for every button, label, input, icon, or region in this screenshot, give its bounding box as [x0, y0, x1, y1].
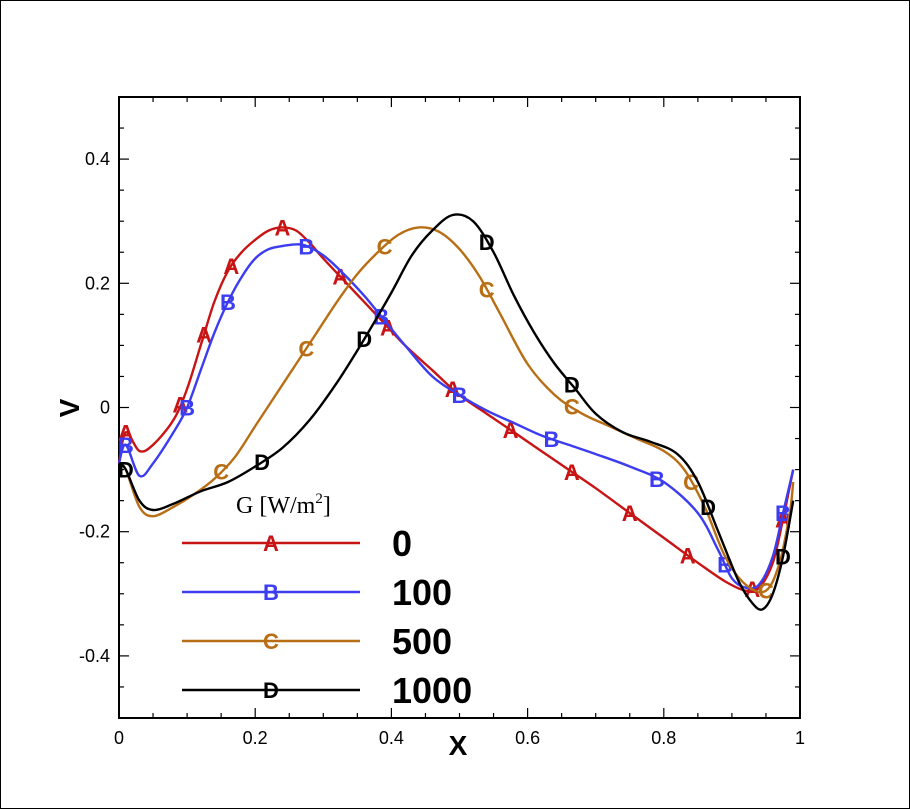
- series-marker: A: [445, 377, 461, 402]
- series-marker: A: [564, 460, 580, 485]
- series-marker: C: [479, 278, 495, 303]
- series-marker: D: [479, 230, 495, 255]
- series-line: [117, 243, 795, 590]
- legend-label: 1000: [392, 670, 472, 711]
- y-axis-title: V: [54, 398, 85, 417]
- series-marker: C: [683, 470, 699, 495]
- legend-marker: C: [263, 629, 279, 654]
- legend-entry-500: C 500: [182, 621, 452, 662]
- y-tick-label: -0.4: [79, 646, 110, 666]
- legend-entry-100: B 100: [182, 572, 452, 613]
- series-marker: D: [700, 495, 716, 520]
- x-tick-label: 0.2: [243, 728, 268, 748]
- series-marker: D: [564, 373, 580, 398]
- series-line: [118, 213, 795, 611]
- series-marker: D: [254, 450, 270, 475]
- series-marker: A: [118, 420, 134, 445]
- series-marker: C: [564, 395, 580, 420]
- legend-label: 0: [392, 523, 412, 564]
- series-marker: D: [775, 545, 791, 570]
- y-tick-label: 0.4: [85, 149, 110, 169]
- series-marker: A: [680, 543, 696, 568]
- series-marker: C: [758, 579, 774, 604]
- axes-layer: 0 0.2 0.4 0.6 0.8 1 -0.4 -0.2 0 0.2 0.4: [79, 96, 805, 748]
- legend-marker: A: [263, 531, 279, 556]
- series-marker: B: [775, 501, 791, 526]
- x-tick-label: 1: [795, 728, 805, 748]
- series-marker: B: [649, 467, 665, 492]
- series-marker: A: [622, 501, 638, 526]
- legend-label: 500: [392, 621, 452, 662]
- legend-marker: D: [263, 678, 279, 703]
- series-marker: B: [179, 396, 195, 421]
- series-marker: B: [220, 290, 236, 315]
- x-tick-label: 0: [114, 728, 124, 748]
- series-marker: A: [274, 215, 290, 240]
- series-marker: A: [196, 323, 212, 348]
- series-marker: C: [377, 234, 393, 259]
- series-1000: D D D D D D D: [118, 213, 795, 611]
- y-tick-label: 0.2: [85, 273, 110, 293]
- series-marker: B: [452, 383, 468, 408]
- x-tick-label: 0.6: [515, 728, 540, 748]
- series-line: [118, 226, 795, 594]
- series-marker: B: [373, 304, 389, 329]
- series-marker: D: [118, 458, 134, 483]
- series-marker: C: [213, 460, 229, 485]
- x-axis-title: X: [449, 730, 468, 761]
- x-tick-label: 0.4: [379, 728, 404, 748]
- series-marker: C: [298, 337, 314, 362]
- series-marker: B: [118, 433, 134, 458]
- series-line: [117, 226, 795, 593]
- legend-title: G [W/m2]: [236, 491, 331, 519]
- legend-marker: B: [263, 580, 279, 605]
- legend-label: 100: [392, 572, 452, 613]
- series-marker: A: [332, 265, 348, 290]
- series-marker: B: [543, 427, 559, 452]
- series-marker: D: [356, 327, 372, 352]
- y-tick-label: 0: [100, 398, 110, 418]
- x-tick-label: 0.8: [651, 728, 676, 748]
- legend-entry-1000: D 1000: [182, 670, 472, 711]
- series-marker: A: [223, 254, 239, 279]
- series-marker: B: [298, 235, 314, 260]
- y-tick-label: -0.2: [79, 522, 110, 542]
